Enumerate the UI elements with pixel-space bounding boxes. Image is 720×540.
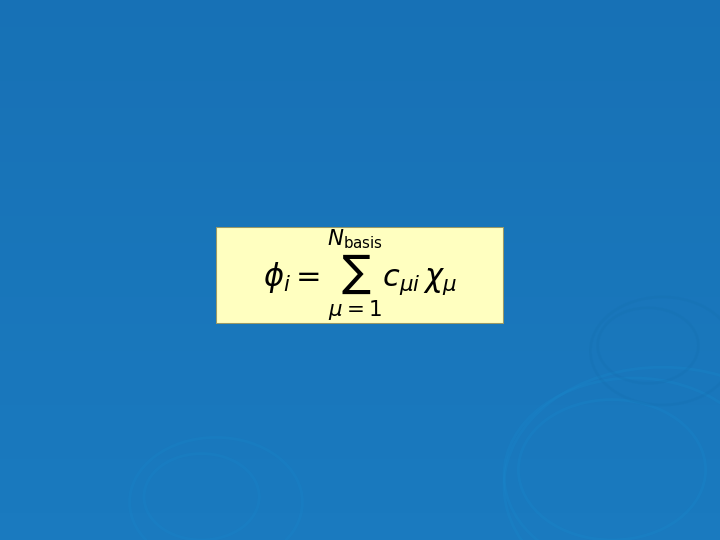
Text: Introducing “Molecular” Orbitals: Introducing “Molecular” Orbitals bbox=[118, 106, 720, 154]
Text: •: • bbox=[112, 181, 128, 205]
Bar bbox=[0, 324, 720, 351]
Bar bbox=[0, 432, 720, 459]
Bar bbox=[0, 351, 720, 378]
Bar bbox=[0, 486, 720, 513]
Bar bbox=[0, 216, 720, 243]
Bar bbox=[0, 135, 720, 162]
Bar bbox=[0, 405, 720, 432]
Text: •: • bbox=[112, 418, 128, 442]
Bar bbox=[0, 54, 720, 81]
Bar bbox=[0, 189, 720, 216]
Bar bbox=[0, 459, 720, 486]
Text: $\phi_i$ is called an MO, even if the calculation is
applied to an atom, in whic: $\phi_i$ is called an MO, even if the ca… bbox=[138, 327, 703, 418]
Bar bbox=[0, 297, 720, 324]
Text: •: • bbox=[112, 327, 128, 351]
Text: $c_{\mu i}$ is called an MO coefficient for MO $i$, even
thought the coefficient: $c_{\mu i}$ is called an MO coefficient … bbox=[138, 418, 720, 518]
Bar bbox=[0, 162, 720, 189]
Text: $\phi_i = \sum_{\mu=1}^{N_{\rm basis}} c_{\mu i}\, \chi_\mu$: $\phi_i = \sum_{\mu=1}^{N_{\rm basis}} c… bbox=[263, 228, 457, 323]
Bar bbox=[0, 81, 720, 108]
Bar bbox=[0, 0, 720, 27]
Bar bbox=[0, 243, 720, 270]
Text: By analogy with LCAOMO, modern QC
calculations construct MO’s via basis function: By analogy with LCAOMO, modern QC calcul… bbox=[138, 181, 720, 237]
Bar bbox=[0, 378, 720, 405]
FancyBboxPatch shape bbox=[216, 227, 504, 324]
Bar bbox=[0, 270, 720, 297]
Bar bbox=[0, 513, 720, 540]
Bar bbox=[0, 108, 720, 135]
Bar bbox=[0, 27, 720, 54]
